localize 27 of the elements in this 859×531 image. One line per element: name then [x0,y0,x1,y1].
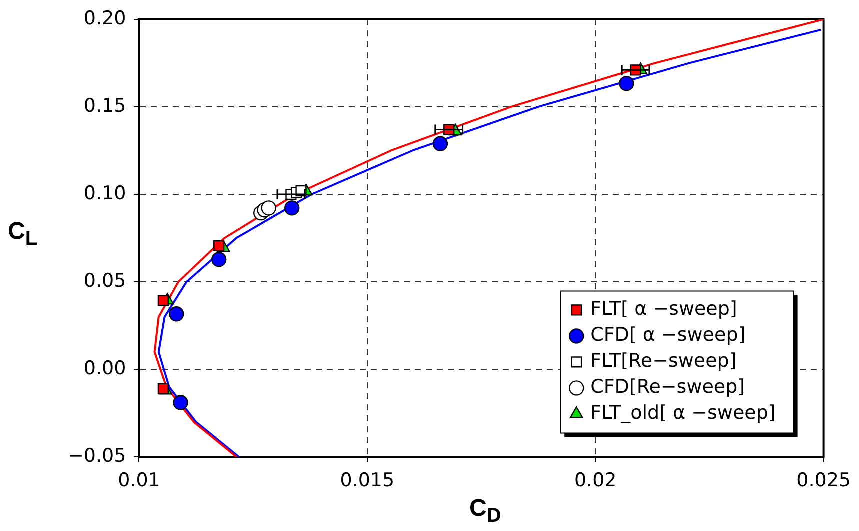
x-tick-label: 0.015 [340,470,395,492]
point [619,76,634,92]
x-tick-label: 0.025 [796,470,852,492]
point [158,295,169,306]
y-axis-title: C$_{L}$ [8,218,38,252]
point [173,395,188,410]
x-tick-label: 0.02 [574,470,617,492]
y-tick-label: 0.05 [84,270,126,292]
point [169,306,184,322]
x-axis-title: C$_{D}$ [470,495,502,528]
point [158,383,169,394]
y-tick-label: 0.20 [84,7,126,30]
legend-label: CFD[ α −sweep] [590,324,746,346]
legend-label: CFD[Re−sweep] [590,376,746,398]
point [284,200,300,216]
point [432,136,448,152]
point [211,252,227,268]
y-tick-label: 0.10 [84,182,126,204]
y-tick-label: 0.00 [84,358,126,380]
legend-label: FLT[Re−sweep] [590,350,737,372]
x-tick-label: 0.01 [118,470,160,492]
y-tick-label: 0.15 [84,94,126,117]
y-tick-label: −0.05 [68,445,126,468]
legend-label: FLT[ α −sweep] [590,298,738,320]
point [261,200,276,216]
point [214,240,225,252]
legend-label: FLT_old[ α −sweep] [590,402,776,424]
